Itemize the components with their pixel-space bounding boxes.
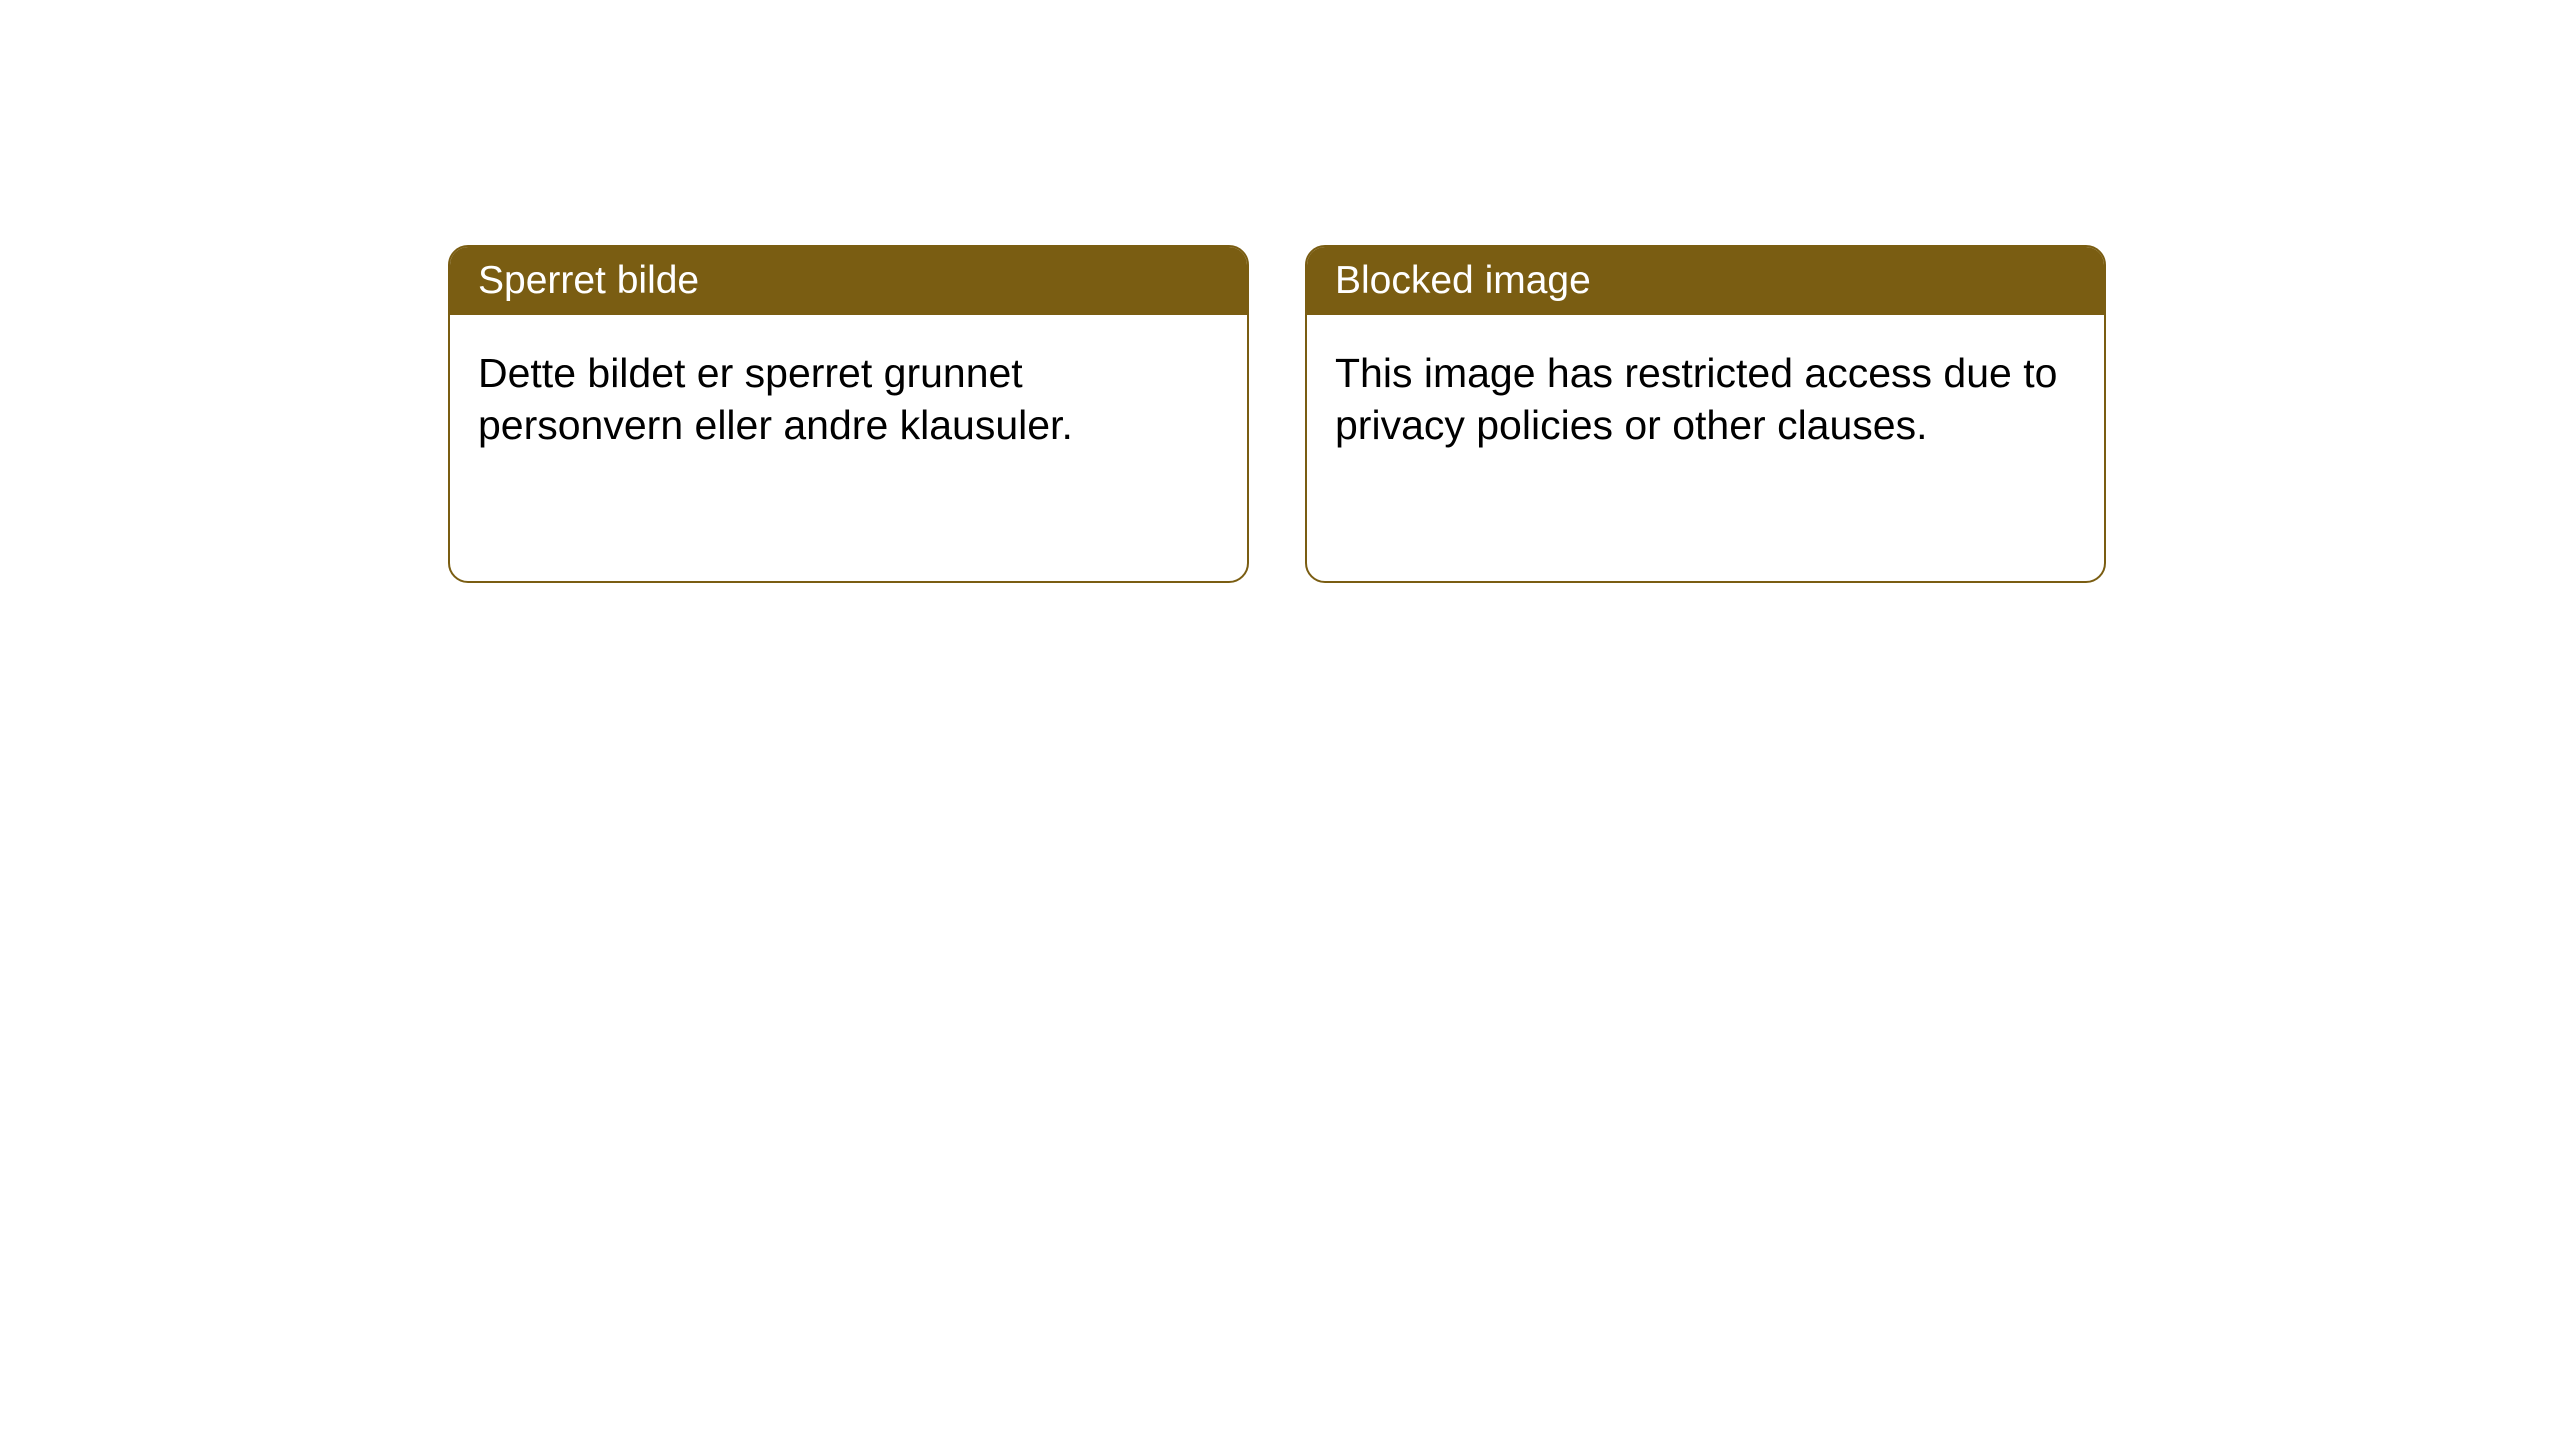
- card-body: This image has restricted access due to …: [1307, 315, 2104, 484]
- card-body-text: Dette bildet er sperret grunnet personve…: [478, 350, 1073, 448]
- notice-container: Sperret bilde Dette bildet er sperret gr…: [448, 245, 2106, 583]
- card-body-text: This image has restricted access due to …: [1335, 350, 2057, 448]
- card-title: Blocked image: [1335, 259, 1591, 302]
- card-title: Sperret bilde: [478, 259, 699, 302]
- blocked-image-card-en: Blocked image This image has restricted …: [1305, 245, 2106, 583]
- card-header: Sperret bilde: [450, 247, 1247, 315]
- card-header: Blocked image: [1307, 247, 2104, 315]
- card-body: Dette bildet er sperret grunnet personve…: [450, 315, 1247, 484]
- blocked-image-card-no: Sperret bilde Dette bildet er sperret gr…: [448, 245, 1249, 583]
